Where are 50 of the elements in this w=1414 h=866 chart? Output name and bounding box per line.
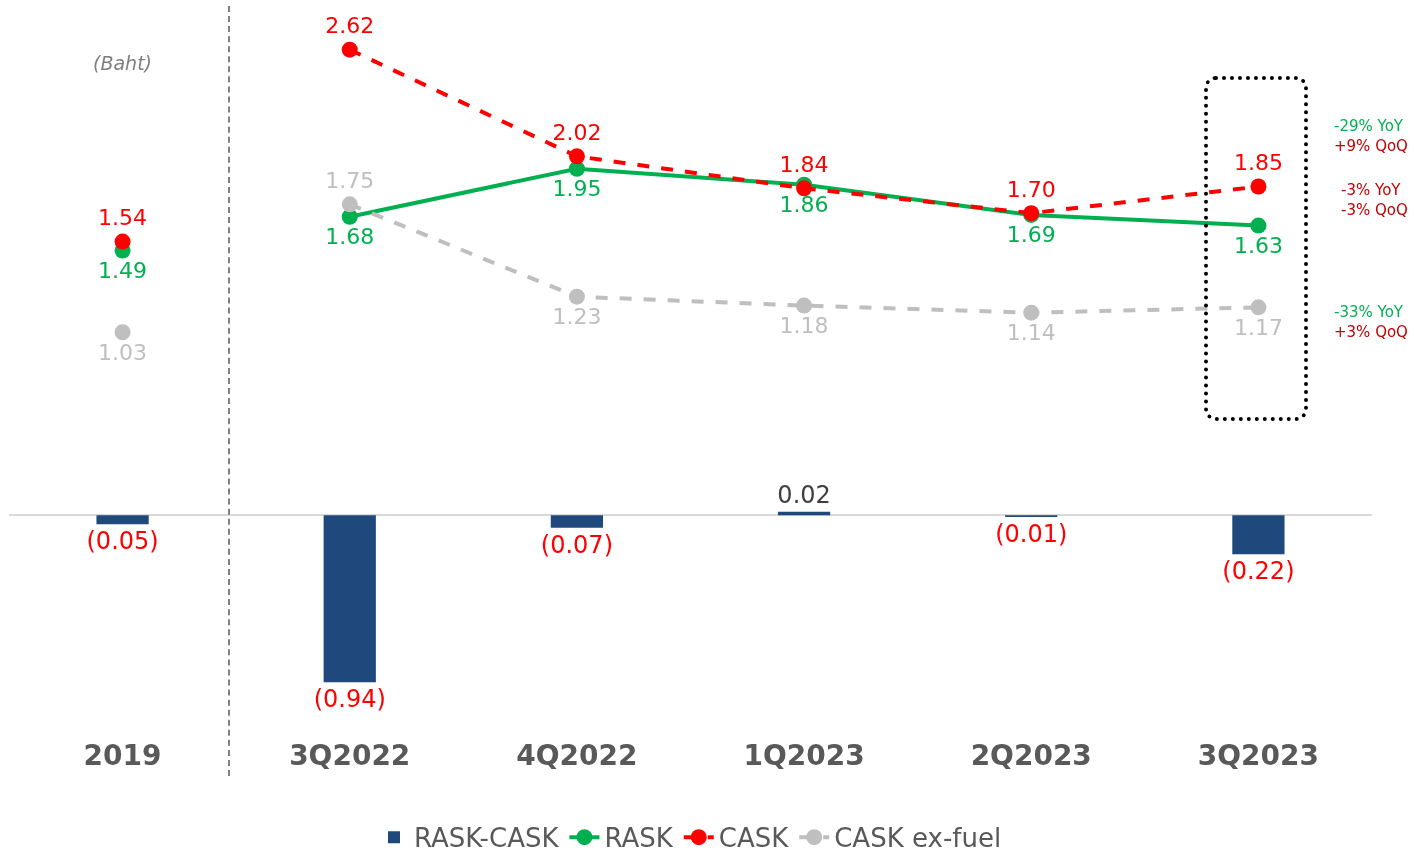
data-label: 1.84 [779, 151, 829, 177]
data-label: 1.54 [98, 205, 148, 231]
data-label: 2.02 [552, 119, 602, 145]
data-label: 2.62 [325, 13, 375, 39]
data-label: 1.23 [552, 304, 602, 330]
data-label: 1.63 [1233, 233, 1283, 259]
point [796, 180, 813, 197]
legend-label: RASK-CASK [414, 823, 560, 854]
x-tick-label: 3Q2022 [289, 739, 411, 772]
point [1250, 217, 1267, 234]
data-label: 1.68 [325, 224, 375, 250]
x-tick-label: 2019 [83, 739, 162, 772]
point [341, 41, 358, 58]
legend-label: RASK [604, 823, 674, 854]
x-tick-label: 2Q2023 [970, 739, 1092, 772]
data-label: (0.05) [86, 527, 159, 556]
annotation: (Baht) [93, 52, 152, 74]
x-tick-label: 4Q2022 [516, 739, 638, 772]
legend-label: CASK ex-fuel [834, 823, 1002, 854]
data-label: 1.75 [325, 167, 375, 193]
data-label: 1.17 [1233, 314, 1283, 340]
legend-label: CASK [718, 823, 790, 854]
point [1023, 304, 1040, 321]
data-label: (0.01) [995, 520, 1068, 549]
annotation: -29% YoY +9% QoQ [1334, 117, 1408, 155]
point [568, 148, 585, 165]
point [341, 196, 358, 213]
data-label: (0.07) [540, 530, 613, 559]
data-label: (0.22) [1222, 557, 1295, 586]
data-label: (0.94) [313, 685, 386, 714]
point [1250, 178, 1267, 195]
annotation: -33% YoY +3% QoQ [1334, 303, 1408, 341]
point [796, 297, 813, 314]
data-label: 1.03 [98, 339, 148, 365]
data-label: 0.02 [777, 480, 831, 509]
data-label: 1.49 [98, 258, 148, 283]
data-label: 1.14 [1006, 320, 1056, 346]
data-label: 1.85 [1233, 150, 1283, 176]
data-label: 1.86 [779, 192, 829, 218]
data-label: 1.95 [552, 176, 602, 202]
point [1250, 299, 1267, 316]
data-label: 1.70 [1006, 176, 1056, 202]
point [114, 233, 131, 250]
x-tick-label: 3Q2023 [1197, 739, 1320, 772]
point [114, 324, 131, 341]
x-tick-label: 1Q2023 [743, 739, 865, 772]
point [568, 288, 585, 305]
data-label: 1.69 [1006, 222, 1056, 248]
annotation: -3% YoY -3% QoQ [1341, 181, 1408, 219]
data-label: 1.18 [779, 313, 829, 339]
